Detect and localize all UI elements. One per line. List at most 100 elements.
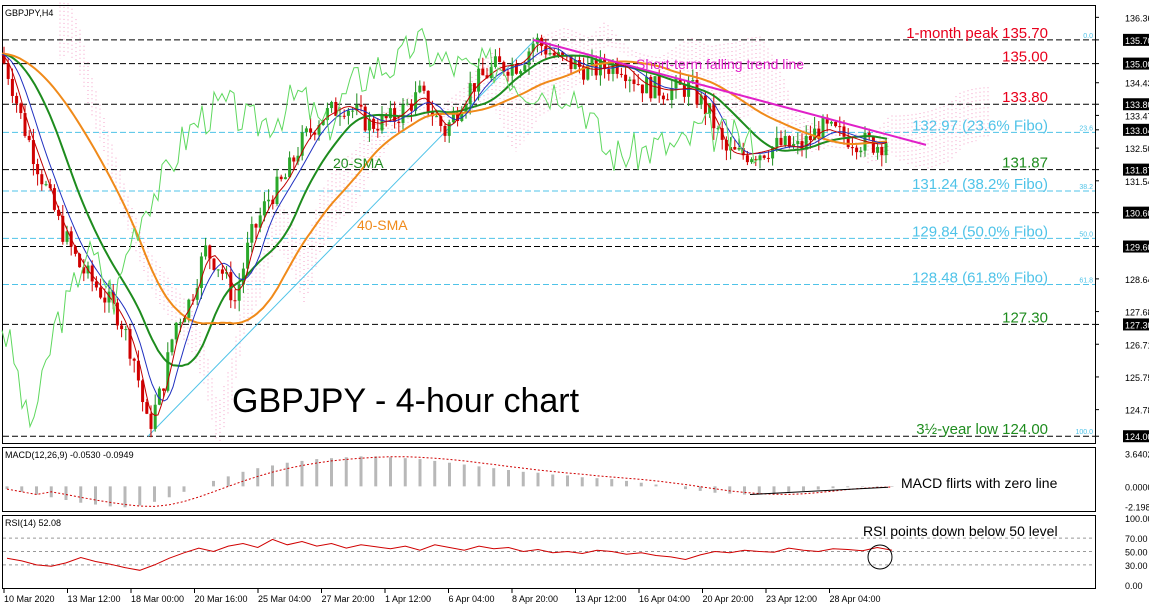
price-tick-label: 133.045 bbox=[1125, 126, 1149, 136]
candle-body bbox=[439, 116, 443, 126]
candle-body bbox=[628, 79, 632, 82]
macd-note: MACD flirts with zero line bbox=[901, 475, 1058, 491]
level-label: 129.84 (50.0% Fibo) bbox=[912, 223, 1048, 240]
price-tick-highlight bbox=[1123, 240, 1149, 253]
level-label: 133.80 bbox=[1002, 89, 1048, 106]
falling-trend-line bbox=[532, 38, 927, 146]
candle-body bbox=[871, 136, 875, 153]
price-tick-label: 133.800 bbox=[1125, 100, 1149, 110]
candle-body bbox=[57, 209, 61, 216]
candle-body bbox=[808, 136, 812, 141]
rsi-note: RSI points down below 50 level bbox=[863, 523, 1058, 539]
sma20-label: 20-SMA bbox=[333, 155, 384, 171]
candle-body bbox=[561, 52, 565, 56]
price-pane-frame bbox=[2, 5, 1096, 444]
candle-body bbox=[855, 147, 859, 153]
rsi-tick-label: 0.00 bbox=[1125, 581, 1143, 591]
price-tick-highlight bbox=[1123, 206, 1149, 219]
candle-body bbox=[884, 143, 888, 156]
candle-body bbox=[489, 66, 493, 78]
candle-body bbox=[582, 66, 586, 80]
candle-body bbox=[73, 246, 77, 254]
candle-body bbox=[825, 117, 829, 124]
candle-body bbox=[779, 137, 783, 146]
time-tick-label: 20 Mar 16:00 bbox=[195, 594, 248, 604]
candle-body bbox=[304, 128, 308, 133]
candle-body bbox=[2, 53, 6, 64]
time-tick-label: 28 Apr 04:00 bbox=[830, 594, 881, 604]
candle-body bbox=[120, 325, 124, 330]
candle-body bbox=[145, 402, 149, 414]
candle-body bbox=[649, 76, 653, 99]
candle-body bbox=[40, 174, 44, 185]
candle-body bbox=[346, 110, 350, 116]
candle-body bbox=[766, 157, 770, 159]
candle-body bbox=[153, 404, 157, 429]
candle-body bbox=[577, 60, 581, 67]
candle-body bbox=[351, 110, 355, 112]
macd-signal-line bbox=[6, 456, 893, 507]
time-tick-label: 13 Apr 12:00 bbox=[576, 594, 627, 604]
candle-body bbox=[733, 146, 737, 150]
fibo-tag: 38.2 bbox=[1079, 184, 1093, 191]
candle-body bbox=[52, 188, 56, 210]
candle-body bbox=[619, 73, 623, 75]
rsi-pane-frame bbox=[2, 515, 1096, 589]
candle-body bbox=[136, 360, 140, 381]
candle-body bbox=[162, 388, 166, 391]
macd-pane: 3.6402 0.0000 -2.1982 bbox=[5, 449, 1149, 512]
price-tick-label: 128.645 bbox=[1125, 275, 1149, 285]
candle-body bbox=[372, 118, 376, 129]
candle-body bbox=[636, 83, 640, 85]
rsi-tick-label: 50.00 bbox=[1125, 548, 1148, 558]
candle-body bbox=[99, 287, 103, 298]
candle-body bbox=[682, 84, 686, 97]
candlesticks bbox=[2, 33, 888, 438]
candle-body bbox=[359, 104, 363, 107]
price-tick-label: 131.870 bbox=[1125, 166, 1149, 176]
candle-body bbox=[666, 99, 670, 101]
candle-body bbox=[275, 176, 279, 204]
candle-body bbox=[506, 71, 510, 76]
candle-body bbox=[397, 121, 401, 124]
candle-body bbox=[124, 329, 128, 331]
candle-body bbox=[834, 121, 838, 127]
candle-body bbox=[792, 143, 796, 147]
candle-body bbox=[90, 265, 94, 282]
candle-body bbox=[607, 69, 611, 74]
candle-body bbox=[309, 128, 313, 133]
candle-body bbox=[166, 352, 170, 391]
price-tick-highlight bbox=[1123, 318, 1149, 331]
macd-pane-frame bbox=[2, 447, 1096, 512]
price-tick-highlight bbox=[1123, 163, 1149, 176]
candle-body bbox=[691, 79, 695, 82]
candle-body bbox=[296, 155, 300, 162]
candle-body bbox=[27, 135, 31, 141]
level-label: 128.48 (61.8% Fibo) bbox=[912, 269, 1048, 286]
candle-body bbox=[178, 322, 182, 324]
trend-lines bbox=[532, 38, 927, 146]
level-label: 127.30 bbox=[1002, 309, 1048, 326]
candle-body bbox=[712, 103, 716, 129]
candle-body bbox=[157, 388, 161, 405]
candle-body bbox=[426, 90, 430, 113]
macd-tick-label: 0.0000 bbox=[1125, 482, 1149, 492]
level-label: 135.00 bbox=[1002, 49, 1048, 66]
price-tick-label: 125.750 bbox=[1125, 373, 1149, 383]
fibo-tag: 50.0 bbox=[1079, 231, 1093, 238]
candle-body bbox=[204, 245, 208, 257]
candle-body bbox=[241, 268, 245, 285]
candle-body bbox=[775, 137, 779, 148]
price-tick-label: 134.435 bbox=[1125, 79, 1149, 89]
candle-body bbox=[187, 299, 191, 318]
price-tick-highlight bbox=[1123, 430, 1149, 443]
candle-body bbox=[657, 76, 661, 96]
candle-body bbox=[212, 258, 216, 270]
price-tick-label: 126.715 bbox=[1125, 340, 1149, 350]
candle-body bbox=[590, 58, 594, 65]
candle-body bbox=[817, 128, 821, 139]
candle-body bbox=[750, 159, 754, 163]
candle-body bbox=[174, 322, 178, 340]
candle-body bbox=[754, 159, 758, 161]
trend-label: Short-term falling trend line bbox=[636, 56, 804, 72]
